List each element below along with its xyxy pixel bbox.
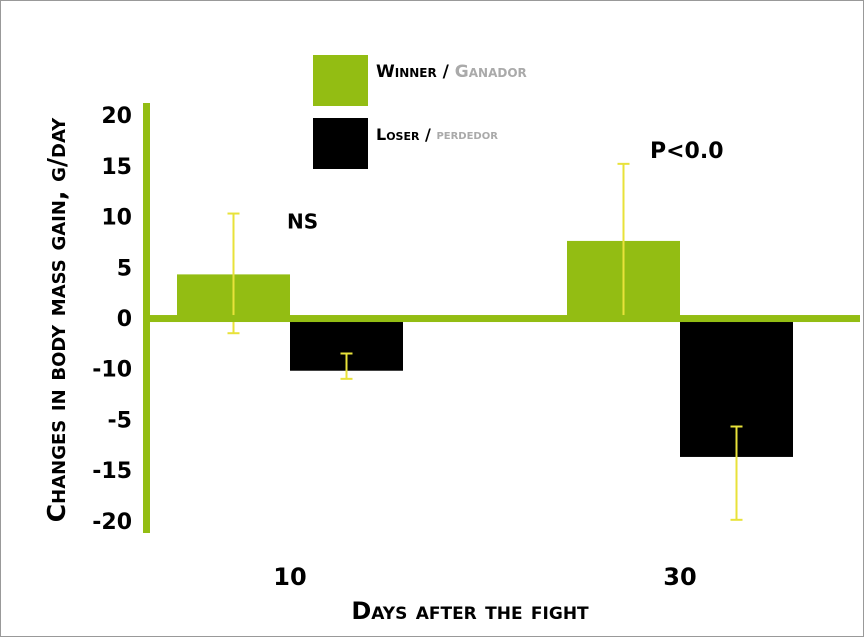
legend-label: Loser / perdedor — [376, 125, 498, 144]
error-bar — [227, 212, 240, 335]
error-bar — [730, 425, 743, 521]
legend-swatch — [313, 118, 368, 169]
x-tick-label: 30 — [663, 563, 696, 591]
annotation: NS — [287, 210, 318, 234]
y-tick-label: -15 — [92, 459, 132, 484]
y-tick-label: 15 — [101, 155, 132, 180]
zero-line — [150, 315, 860, 323]
x-tick-label: 10 — [273, 563, 306, 591]
y-tick-label: -10 — [92, 358, 132, 383]
y-axis — [143, 103, 150, 533]
annotation: P<0.0 — [650, 139, 724, 164]
y-axis-title: Changes in body mass gain, g/day — [42, 117, 71, 522]
error-bar — [340, 352, 353, 380]
y-tick-label: 20 — [101, 104, 132, 129]
y-tick-label: -5 — [108, 408, 132, 433]
y-tick-label: -20 — [92, 510, 132, 535]
legend-swatch — [313, 55, 368, 106]
x-axis-title: Days after the fight — [351, 597, 589, 625]
y-tick-label: 10 — [101, 206, 132, 231]
y-tick-label: 0 — [117, 307, 132, 332]
y-tick-label: 5 — [117, 256, 132, 281]
legend-label: Winner / Ganador — [376, 62, 527, 82]
